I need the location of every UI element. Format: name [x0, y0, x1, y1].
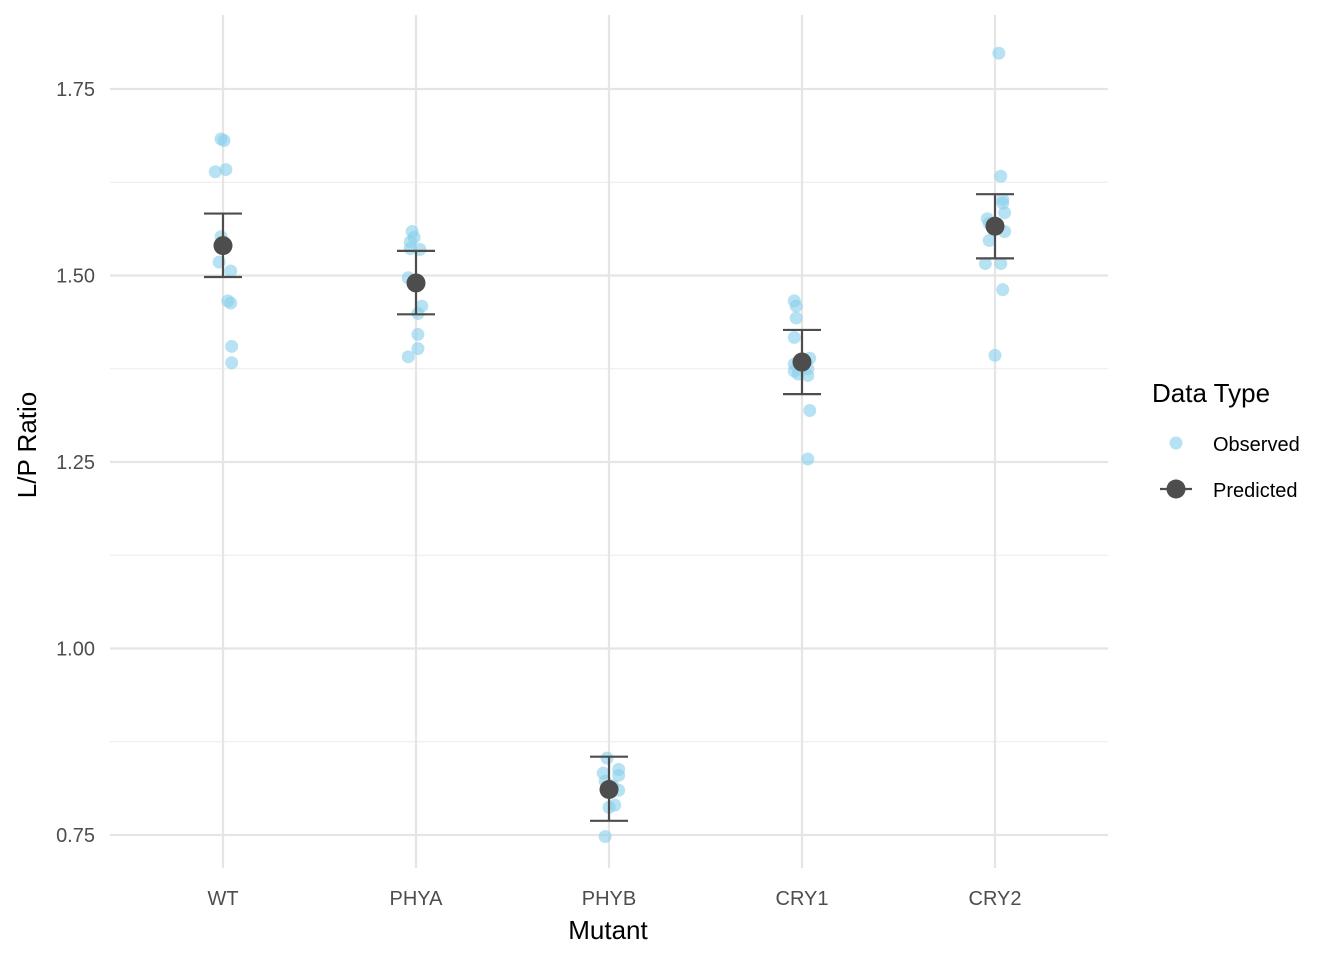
legend-title: Data Type [1152, 378, 1270, 408]
observed-point [225, 356, 239, 370]
x-axis-title: Mutant [568, 915, 648, 945]
observed-point [219, 163, 233, 177]
observed-point [612, 768, 626, 782]
observed-point [401, 350, 415, 364]
legend: Data Type Observed Predicted [1152, 378, 1300, 502]
predicted-point [406, 273, 426, 293]
legend-label-predicted: Predicted [1213, 480, 1298, 502]
observed-point [988, 348, 1002, 362]
observed-point [992, 46, 1006, 60]
observed-point [787, 330, 801, 344]
observed-point [996, 283, 1010, 297]
observed-point [224, 296, 238, 310]
legend-key-observed [1169, 436, 1183, 450]
predicted-point [792, 352, 812, 372]
observed-point [217, 133, 231, 147]
observed-point [801, 368, 815, 382]
observed-point [598, 829, 612, 843]
observed-point [978, 257, 992, 271]
observed-point [982, 233, 996, 247]
observed-point [411, 327, 425, 341]
y-axis-title: L/P Ratio [12, 392, 42, 498]
predicted-point [985, 216, 1005, 236]
y-tick-label: 1.25 [56, 452, 95, 474]
observed-point [994, 169, 1008, 183]
observed-point [998, 206, 1012, 220]
legend-label-observed: Observed [1213, 434, 1300, 456]
y-tick-label: 0.75 [56, 825, 95, 847]
y-tick-label: 1.75 [56, 79, 95, 101]
x-tick-label: PHYB [582, 888, 636, 910]
grid [110, 15, 1108, 868]
x-tick-label: CRY1 [776, 888, 829, 910]
observed-point [789, 311, 803, 325]
observed-point [225, 339, 239, 353]
x-tick-label: CRY2 [969, 888, 1022, 910]
observed-point [411, 342, 425, 356]
y-tick-label: 1.00 [56, 639, 95, 661]
x-tick-label: PHYA [390, 888, 444, 910]
predicted-point [599, 779, 619, 799]
observed-point [801, 452, 815, 466]
observed-point [600, 751, 614, 765]
observed-point [996, 196, 1010, 210]
observed-point [789, 299, 803, 313]
predicted-point [213, 236, 233, 256]
observed-point [994, 257, 1008, 271]
y-tick-label: 1.50 [56, 266, 95, 288]
x-tick-label: WT [207, 888, 238, 910]
observed-point [803, 404, 817, 418]
y-axis-ticks: 0.75 1.00 1.25 1.50 1.75 [56, 79, 95, 847]
legend-key-predicted [1166, 479, 1186, 499]
x-axis-ticks: WT PHYA PHYB CRY1 CRY2 [207, 888, 1021, 910]
observed-point [208, 165, 222, 179]
predicted-points [204, 193, 1014, 822]
observed-point [224, 264, 238, 278]
